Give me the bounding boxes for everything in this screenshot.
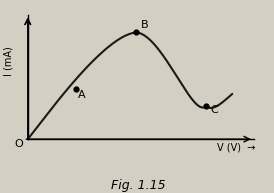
- Text: V (V)  →: V (V) →: [217, 143, 256, 153]
- Text: A: A: [78, 90, 86, 100]
- Text: C: C: [211, 105, 219, 115]
- Text: B: B: [141, 20, 149, 30]
- Text: O: O: [15, 139, 24, 149]
- Text: I (mA): I (mA): [3, 46, 13, 76]
- Text: Fig. 1.15: Fig. 1.15: [111, 179, 166, 192]
